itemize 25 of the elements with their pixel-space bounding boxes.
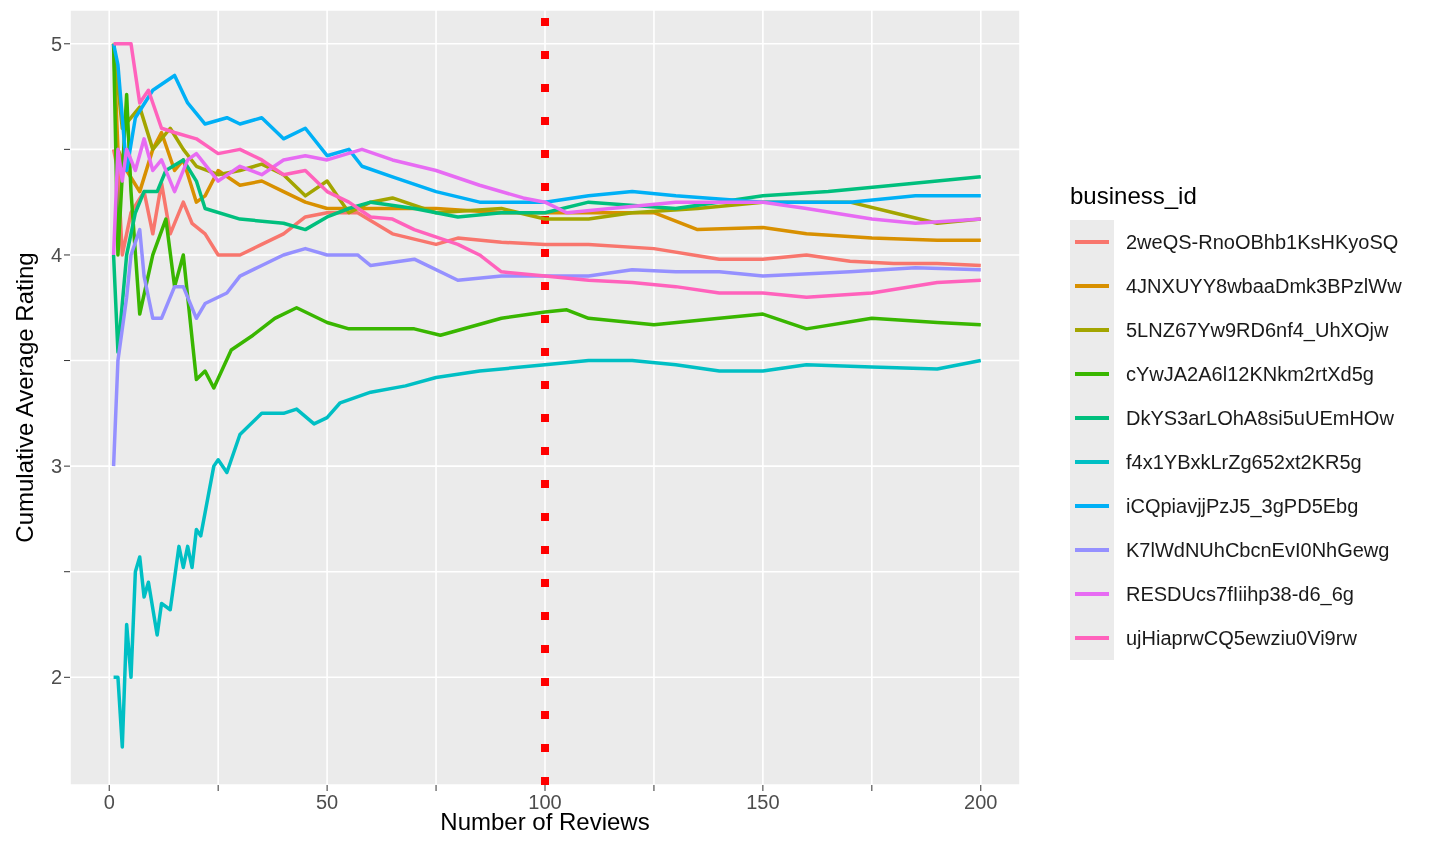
- legend-label: iCQpiavjjPzJ5_3gPD5Ebg: [1126, 494, 1359, 518]
- line-series: [111, 137, 983, 257]
- line-series: [111, 42, 983, 299]
- legend-label: 2weQS-RnoOBhb1KsHKyoSQ: [1126, 230, 1399, 254]
- y-tick-label: 5: [50, 32, 62, 55]
- x-tick-label: 200: [964, 791, 998, 813]
- line-series: [111, 158, 983, 354]
- legend-label: K7lWdNUhCbcnEvI0NhGewg: [1126, 538, 1390, 562]
- x-tick-label: 50: [315, 791, 339, 813]
- legend-label: cYwJA2A6l12KNkm2rtXd5g: [1126, 362, 1374, 386]
- line-series: [111, 227, 983, 468]
- legend-label: RESDUcs7fIiihp38-d6_6g: [1126, 582, 1354, 606]
- x-tick-label: 150: [746, 791, 780, 813]
- legend-label: DkYS3arLOhA8si5uUEmHOw: [1126, 406, 1394, 430]
- legend-label: f4x1YBxkLrZg652xt2KR5g: [1126, 450, 1362, 474]
- y-tick-label: 3: [50, 455, 62, 478]
- y-axis-title: Cumulative Average Rating: [10, 252, 38, 543]
- y-tick-label: 2: [50, 666, 62, 689]
- line-series: [111, 358, 983, 749]
- legend-label: 4JNXUYY8wbaaDmk3BPzlWw: [1126, 274, 1402, 298]
- x-tick-label: 0: [103, 791, 115, 813]
- legend-title: business_id: [1070, 182, 1198, 210]
- legend-label: ujHiaprwCQ5ewziu0Vi9rw: [1126, 626, 1357, 650]
- y-tick-label: 4: [50, 243, 62, 266]
- legend-label: 5LNZ67Yw9RD6nf4_UhXOjw: [1126, 318, 1389, 342]
